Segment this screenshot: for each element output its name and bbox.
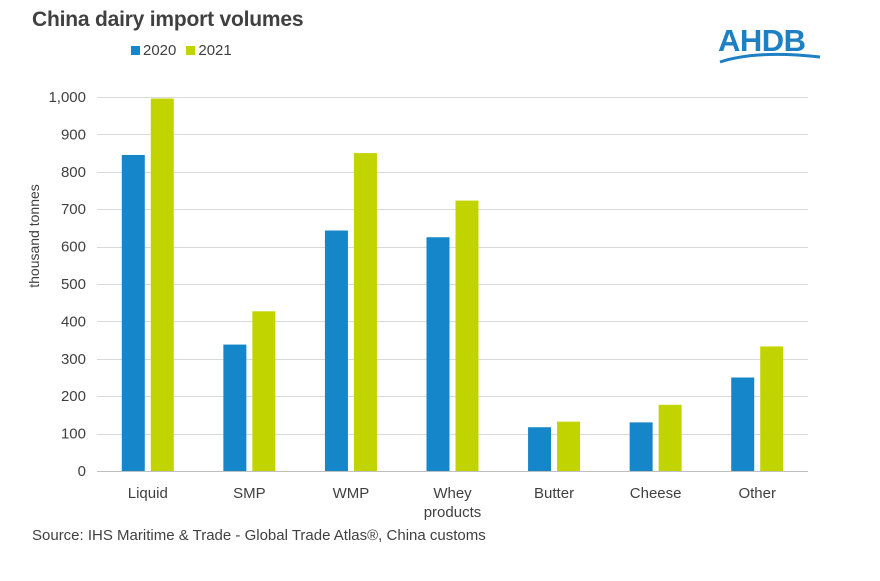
y-tick-label: 600 xyxy=(61,239,86,256)
grid-layer xyxy=(97,97,808,472)
legend-item-2020: 2020 xyxy=(131,42,176,59)
ahdb-logo: AHDB xyxy=(718,23,821,64)
bar-2021-smp xyxy=(252,311,276,471)
legend-label-2020: 2020 xyxy=(143,42,177,59)
y-axis-title: thousand tonnes xyxy=(26,184,42,288)
legend-swatch-2020 xyxy=(131,46,140,55)
x-tick-label: Cheese xyxy=(630,485,682,502)
legend-item-2021: 2021 xyxy=(186,42,232,59)
legend-swatch-2021 xyxy=(186,46,196,55)
x-tick-label: Butter xyxy=(534,485,574,502)
source-note: Source: IHS Maritime & Trade - Global Tr… xyxy=(32,527,486,544)
x-tick-label: Whey products xyxy=(424,485,482,521)
x-tick-label: SMP xyxy=(233,485,266,502)
bar-2021-butter xyxy=(557,421,581,471)
legend-label-2021: 2021 xyxy=(198,42,232,59)
y-tick-label: 200 xyxy=(61,388,86,405)
bar-2021-other xyxy=(760,346,784,471)
bars-layer xyxy=(121,98,784,471)
x-tick-label: WMP xyxy=(333,485,370,502)
legend: 2020 2021 xyxy=(131,42,242,59)
y-tick-label: 0 xyxy=(78,463,86,480)
x-tick-label: Liquid xyxy=(128,485,168,502)
y-tick-label: 500 xyxy=(61,276,86,293)
bar-2020-wmp xyxy=(324,230,348,471)
bar-2020-cheese xyxy=(629,422,653,471)
bar-2020-other xyxy=(731,377,755,471)
x-tick-label: Other xyxy=(738,485,776,502)
bar-2021-wmp xyxy=(353,153,377,471)
bar-2021-cheese xyxy=(658,404,682,471)
y-tick-label: 100 xyxy=(61,426,86,443)
bar-2021-whey-products xyxy=(455,200,479,471)
bar-2020-liquid xyxy=(121,154,145,471)
y-tick-label: 700 xyxy=(61,201,86,218)
x-tick-labels: Liquid SMP WMP Whey products Butter Cheese Othe… xyxy=(128,485,776,521)
y-tick-label: 400 xyxy=(61,313,86,330)
y-tick-label: 900 xyxy=(61,126,86,143)
y-tick-label: 800 xyxy=(61,164,86,181)
bar-2021-liquid xyxy=(150,98,174,471)
y-tick-label: 300 xyxy=(61,351,86,368)
logo-swoosh xyxy=(719,52,821,64)
bar-2020-butter xyxy=(528,427,552,471)
bar-2020-smp xyxy=(223,344,247,471)
chart-title: China dairy import volumes xyxy=(32,8,304,31)
y-tick-label: 1,000 xyxy=(48,89,86,106)
bar-2020-whey-products xyxy=(426,237,450,471)
logo-text: AHDB xyxy=(718,23,806,58)
y-tick-labels: 0 100 200 300 400 500 600 700 800 900 1,000 xyxy=(48,89,86,480)
